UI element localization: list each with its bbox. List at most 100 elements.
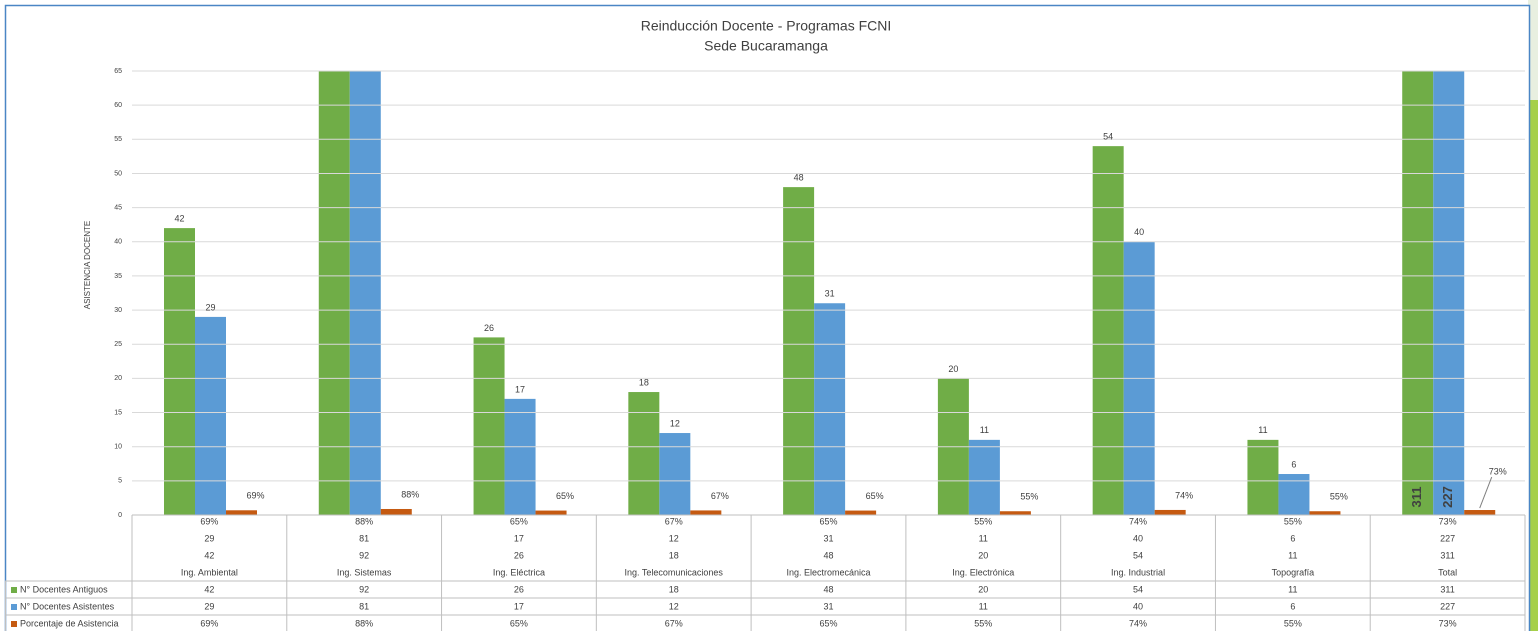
data-label: 73% — [1489, 466, 1507, 476]
table-value: 42 — [204, 584, 214, 594]
table-value: 55% — [1284, 618, 1302, 628]
chart-frame — [4, 4, 1531, 631]
table-value: 29 — [204, 601, 214, 611]
x-tick-label: Ing. Telecomunicaciones — [625, 567, 724, 577]
axis-value-label: 6 — [1290, 533, 1295, 543]
axis-value-label: 92 — [359, 550, 369, 560]
bar — [628, 392, 660, 515]
data-label: 67% — [711, 491, 729, 501]
y-tick-label: 55 — [114, 136, 122, 143]
table-value: 88% — [355, 618, 373, 628]
y-tick-label: 10 — [114, 444, 122, 451]
axis-value-label: 12 — [669, 533, 679, 543]
table-value: 311 — [1440, 584, 1454, 594]
data-label: 26 — [484, 323, 494, 333]
axis-value-label: 48 — [823, 550, 833, 560]
y-tick-label: 15 — [114, 409, 122, 416]
bar — [349, 71, 381, 515]
bar — [535, 510, 567, 515]
y-tick-label: 35 — [114, 273, 122, 280]
table-value: 40 — [1133, 601, 1143, 611]
x-tick-label: Ing. Ambiental — [181, 567, 238, 577]
bar — [1278, 474, 1310, 515]
legend-label: N° Docentes Antiguos — [20, 584, 108, 594]
table-value: 92 — [359, 584, 369, 594]
leader-line — [1479, 476, 1493, 509]
axis-value-label: 65% — [819, 516, 837, 526]
axis-value-label: 88% — [355, 516, 373, 526]
y-tick-label: 25 — [114, 341, 122, 348]
bar — [999, 511, 1031, 515]
data-label: 54 — [1103, 132, 1113, 142]
axis-value-label: 18 — [669, 550, 679, 560]
axis-value-label: 74% — [1129, 516, 1147, 526]
axis-value-label: 69% — [200, 516, 218, 526]
table-value: 54 — [1133, 584, 1143, 594]
bar — [783, 187, 815, 515]
bar — [1402, 71, 1434, 515]
table-value: 81 — [359, 601, 369, 611]
x-tick-label: Ing. Sistemas — [337, 567, 392, 577]
data-label: 11 — [1258, 425, 1267, 435]
bar — [690, 510, 722, 515]
y-tick-label: 5 — [118, 478, 122, 485]
x-tick-label: Topografía — [1272, 567, 1315, 577]
y-tick-label: 30 — [114, 307, 122, 314]
axis-value-label: 11 — [1288, 550, 1297, 560]
x-tick-label: Ing. Electromecánica — [786, 567, 870, 577]
data-label: 48 — [794, 172, 804, 182]
axis-value-label: 55% — [974, 516, 992, 526]
legend-key — [11, 604, 17, 610]
table-value: 227 — [1440, 601, 1455, 611]
table-value: 65% — [510, 618, 528, 628]
axis-value-label: 81 — [359, 533, 369, 543]
axis-value-label: 311 — [1440, 550, 1454, 560]
legend-label: Porcentaje de Asistencia — [20, 618, 119, 628]
axis-value-label: 11 — [979, 533, 988, 543]
axis-value-label: 55% — [1284, 516, 1302, 526]
data-label: 227 — [1440, 486, 1455, 508]
table-value: 69% — [200, 618, 218, 628]
x-tick-label: Ing. Electrónica — [952, 567, 1014, 577]
axis-value-label: 65% — [510, 516, 528, 526]
table-value: 26 — [514, 584, 524, 594]
axis-value-label: 227 — [1440, 533, 1455, 543]
data-label: 55% — [1020, 492, 1038, 502]
bar — [318, 71, 350, 516]
bar — [1464, 510, 1496, 515]
data-label: 31 — [825, 289, 835, 299]
data-label: 42 — [174, 213, 184, 223]
bar — [659, 433, 691, 515]
data-label: 311 — [1409, 487, 1424, 508]
chart-title: Reinducción Docente - Programas FCNI — [641, 18, 892, 34]
table-value: 17 — [514, 601, 524, 611]
bar — [195, 316, 226, 515]
axis-value-label: 17 — [514, 533, 524, 543]
x-tick-label: Ing. Industrial — [1111, 567, 1165, 577]
y-tick-label: 50 — [114, 170, 122, 177]
axis-value-label: 40 — [1133, 533, 1143, 543]
y-tick-label: 65 — [114, 68, 122, 75]
data-label: 40 — [1134, 227, 1144, 237]
axis-value-label: 29 — [204, 533, 214, 543]
x-tick-label: Ing. Eléctrica — [493, 567, 545, 577]
legend-key — [11, 587, 17, 593]
bar — [1309, 511, 1341, 515]
axis-value-label: 31 — [823, 533, 833, 543]
x-tick-label: Total — [1438, 567, 1457, 577]
y-tick-label: 45 — [114, 204, 122, 211]
data-label: 65% — [866, 491, 884, 501]
accent-strip — [1530, 100, 1538, 631]
y-tick-label: 60 — [114, 102, 122, 109]
table-value: 74% — [1129, 618, 1147, 628]
table-value: 12 — [669, 601, 679, 611]
bar — [1092, 146, 1124, 515]
table-value: 20 — [978, 584, 988, 594]
table-value: 6 — [1290, 601, 1295, 611]
bar — [226, 510, 257, 515]
table-value: 67% — [665, 618, 683, 628]
bar — [380, 508, 412, 515]
bar — [968, 439, 1000, 515]
bar — [845, 510, 877, 515]
